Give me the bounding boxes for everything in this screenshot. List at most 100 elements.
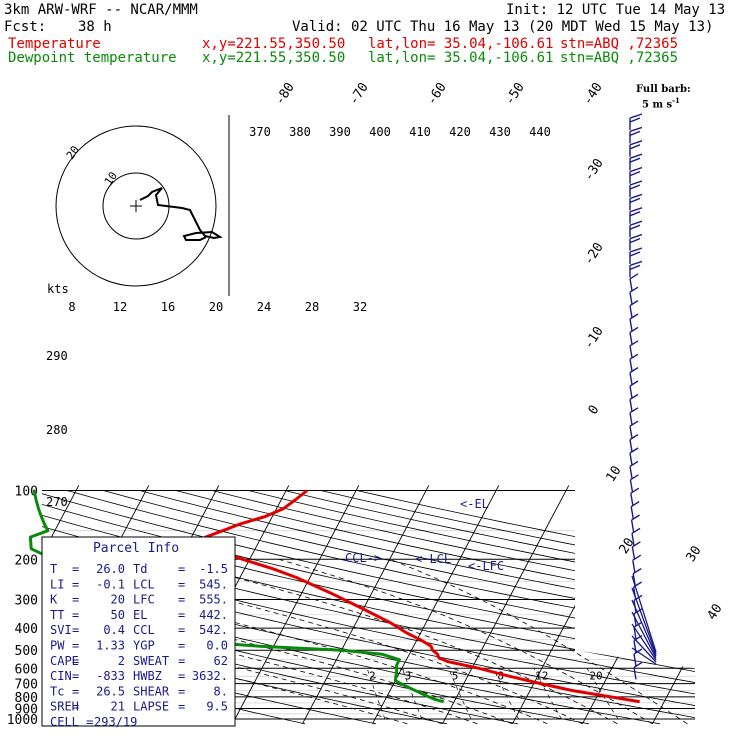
isotherm-tick-label: -30: [581, 156, 606, 184]
dry-adiabat-line: [42, 490, 589, 725]
parcel-value: -833: [96, 669, 125, 683]
parcel-box-frame: [41, 536, 236, 727]
parcel-eq: =: [72, 562, 79, 576]
parcel-value: 555.: [199, 593, 228, 607]
theta-label: 370: [249, 125, 271, 139]
parcel-eq: =: [178, 562, 185, 576]
wind-barb: [629, 420, 639, 439]
wind-barb: [629, 393, 639, 412]
wind-barb: [631, 541, 641, 559]
mixing-ratio-line: [448, 668, 472, 720]
barb-legend-units: 5 m s: [642, 99, 673, 111]
hodo-speed-label: 32: [353, 300, 367, 314]
isotherm-line: [652, 485, 695, 725]
parcel-value: 21: [111, 700, 125, 714]
wind-barb: [629, 207, 643, 224]
isotherm-tick-label: -10: [581, 324, 606, 352]
parcel-eq: =: [72, 700, 79, 714]
parcel-key: LAPSE: [133, 700, 169, 714]
hodo-speed-label: 16: [161, 300, 175, 314]
isotherm-tick-label: 40: [705, 601, 726, 622]
wind-barb: [629, 353, 639, 372]
parcel-value: 2: [118, 654, 125, 668]
dewpoint-latlon: lat,lon= 35.04,-106.61: [368, 50, 554, 66]
pressure-tick-label: 700: [15, 678, 38, 693]
wind-barbs: [629, 113, 657, 680]
wind-barb-shaft: [631, 647, 657, 665]
parcel-key: YGP: [133, 639, 155, 653]
parcel-eq: =: [178, 623, 185, 637]
wind-barb: [629, 326, 639, 345]
parcel-key: PW: [50, 639, 65, 653]
wind-barb: [631, 527, 641, 546]
mixing-ratio-line: [533, 668, 562, 720]
wind-barb: [629, 220, 643, 238]
isotherm-tick-label: -70: [346, 80, 371, 108]
theta-label: 380: [289, 125, 311, 139]
parcel-eq: =: [178, 654, 185, 668]
wind-barb: [629, 273, 639, 291]
parcel-eq: =: [72, 684, 79, 698]
hodo-speed-label: 12: [113, 300, 127, 314]
parcel-value: 20: [111, 593, 125, 607]
isotherm-tick-label: 10: [604, 463, 625, 484]
dry-adiabat-line: [103, 490, 695, 725]
isotherm-tick-label: 30: [684, 543, 705, 564]
parcel-value: 26.0: [96, 562, 125, 576]
isotherm-tick-label: 20: [617, 535, 638, 556]
hodo-units-label: kts: [47, 282, 69, 296]
ccl-marker: CCL->: [345, 551, 381, 565]
hodo-speed-label: 28: [305, 300, 319, 314]
parcel-value: 0.4: [103, 623, 125, 637]
temperature-xy: x,y=221.55,350.50: [202, 36, 346, 52]
pressure-tick-label: 900: [15, 703, 38, 718]
parcel-value: 1.33: [96, 639, 125, 653]
wind-barb: [629, 126, 643, 144]
model-title: 3km ARW-WRF -- NCAR/MMM: [4, 2, 198, 18]
parcel-value: -0.1: [96, 577, 125, 591]
isotherm-tick-label: -80: [272, 80, 297, 108]
wind-barb-shaft: [631, 587, 657, 655]
parcel-value: 50: [111, 608, 125, 622]
wind-barb: [629, 193, 643, 211]
wind-barb: [629, 286, 639, 305]
parcel-eq: =: [72, 639, 79, 653]
parcel-key: SHEAR: [133, 684, 170, 698]
isotherm-line: [372, 485, 500, 725]
wind-barb: [629, 113, 643, 130]
isotherm-tick-label: 0: [586, 403, 603, 418]
moist-adiabat-line: [42, 558, 548, 725]
mixing-ratio-label: 12: [535, 670, 548, 683]
parcel-key: EL: [133, 608, 147, 622]
theta-low-label: 290: [46, 349, 68, 363]
pressure-tick-label: 800: [15, 691, 38, 706]
parcel-eq: =: [178, 577, 185, 591]
wind-barb: [630, 501, 640, 519]
pressure-tick-label: 400: [15, 622, 38, 637]
dry-adiabat-line: [42, 490, 695, 725]
wind-barb: [629, 447, 639, 466]
wind-barb: [629, 233, 643, 251]
dewpoint-legend: Dewpoint temperature: [8, 50, 177, 66]
dewpoint-stn: stn=ABQ ,72365: [560, 50, 679, 66]
mixing-ratio-line: [493, 668, 519, 720]
wind-barb-shaft: [631, 599, 657, 657]
parcel-value: 3632.: [192, 669, 228, 683]
dry-adiabat-line: [66, 490, 695, 725]
wind-barb: [630, 514, 640, 533]
theta-label: 440: [529, 125, 551, 139]
temperature-series-line: [200, 489, 640, 704]
barb-legend-title: Full barb:: [636, 84, 691, 95]
parcel-key: TT: [50, 608, 64, 622]
moist-adiabat-line: [278, 558, 653, 725]
el-marker: <-EL: [460, 497, 489, 511]
wind-barb: [630, 487, 640, 506]
barb-legend-units-row: 5 m s-1: [636, 95, 691, 110]
wind-barb: [632, 554, 642, 573]
theta-low-label: 270: [46, 495, 68, 509]
isotherm-line: [582, 485, 695, 725]
lcl-marker: <-LCL: [415, 552, 451, 566]
moist-adiabat-line: [389, 558, 688, 725]
parcel-info-box: Parcel Info T 26.0 = Td = -1.5 LI -0.1 = LCL = 545. K…: [41, 536, 236, 729]
parcel-value: 542.: [199, 623, 228, 637]
